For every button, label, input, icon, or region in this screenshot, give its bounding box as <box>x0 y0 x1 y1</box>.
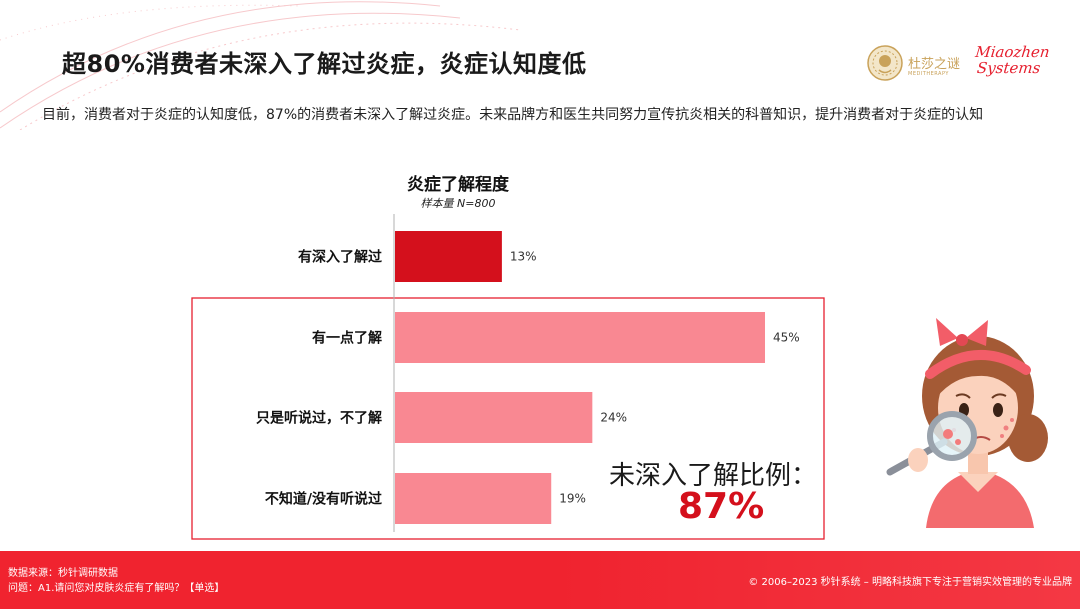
awareness-bar-chart: 炎症了解程度 样本量 N=800 有深入了解过 13% 有一点了解 45% 只是听说过，… <box>191 174 825 540</box>
category-label-3: 只是听说过，不了解 <box>256 410 382 427</box>
value-label-4: 19% <box>559 492 586 506</box>
dushazhimi-logo-text: 杜莎之谜 <box>908 57 961 72</box>
footer-data-source: 数据来源：秒针调研数据 <box>8 568 118 579</box>
footer-decoration <box>560 551 1080 609</box>
value-label-1: 13% <box>510 250 537 264</box>
girl-illustration <box>886 318 1048 528</box>
chart-subtitle: 样本量 N=800 <box>421 197 496 210</box>
bar-2 <box>395 312 765 363</box>
category-label-4: 不知道/没有听说过 <box>265 491 382 508</box>
lion-seal-icon <box>867 45 903 81</box>
dushazhimi-logo-subtext: MEDITHERAPY <box>908 71 949 77</box>
footer-copyright: © 2006–2023 秒针系统 – 明略科技旗下专注于营销实效管理的专业品牌 <box>748 577 1072 588</box>
bar-4 <box>395 473 552 524</box>
footer-question: 问题：A1.请问您对皮肤炎症有了解吗？【单选】 <box>8 583 225 594</box>
page-subtitle: 目前，消费者对于炎症的认知度低，87%的消费者未深入了解过炎症。未来品牌方和医生… <box>42 107 984 123</box>
dushazhimi-logo: 杜莎之谜 MEDITHERAPY <box>866 44 972 86</box>
page-title: 超80%消费者未深入了解过炎症，炎症认知度低 <box>62 50 587 78</box>
value-label-2: 45% <box>773 331 800 345</box>
category-label-2: 有一点了解 <box>312 330 382 347</box>
footer-bar: 数据来源：秒针调研数据 问题：A1.请问您对皮肤炎症有了解吗？【单选】 © 20… <box>0 551 1080 609</box>
bar-3 <box>395 392 593 443</box>
value-label-3: 24% <box>600 411 627 425</box>
callout-value: 87% <box>678 486 765 527</box>
callout-label: 未深入了解比例： <box>609 461 818 491</box>
category-label-1: 有深入了解过 <box>298 249 382 266</box>
chart-title: 炎症了解程度 <box>407 174 510 195</box>
highlight-box <box>191 297 825 540</box>
bar-1 <box>395 231 502 282</box>
